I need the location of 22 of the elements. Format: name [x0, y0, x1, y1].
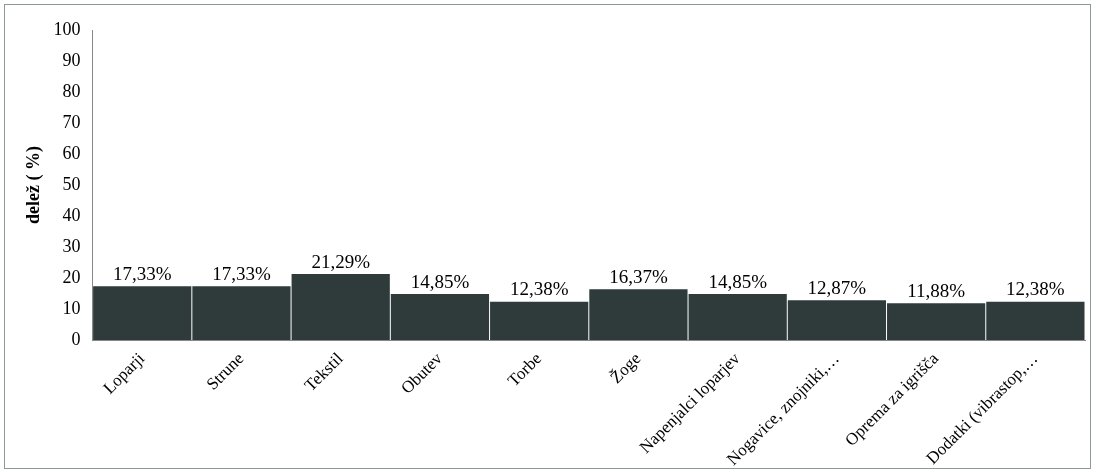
y-tick-label: 30: [62, 235, 81, 256]
y-tick-label: 70: [62, 111, 81, 132]
y-axis-title: delež ( %): [23, 146, 45, 225]
data-label: 14,85%: [410, 270, 470, 292]
y-tick-label: 80: [62, 80, 81, 101]
data-label: 11,88%: [907, 279, 966, 301]
y-tick-label: 0: [71, 328, 81, 349]
data-label: 16,37%: [609, 265, 668, 287]
y-tick-label: 90: [62, 49, 81, 70]
data-label: 12,87%: [807, 276, 867, 298]
data-label: 12,38%: [1006, 278, 1065, 300]
data-label: 12,38%: [509, 278, 569, 300]
y-tick-label: 60: [62, 142, 81, 163]
y-tick-label: 50: [62, 173, 81, 194]
y-tick-label: 100: [53, 18, 81, 39]
y-tick-label: 10: [62, 297, 81, 318]
data-label: 17,33%: [212, 262, 271, 284]
data-label: 21,29%: [311, 250, 371, 272]
data-label: 14,85%: [708, 270, 768, 292]
data-label: 17,33%: [112, 262, 172, 284]
y-tick-label: 40: [62, 204, 81, 225]
y-tick-label: 20: [62, 266, 81, 287]
